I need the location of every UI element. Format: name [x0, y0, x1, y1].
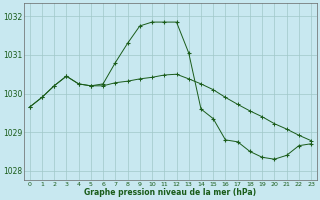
X-axis label: Graphe pression niveau de la mer (hPa): Graphe pression niveau de la mer (hPa) [84, 188, 256, 197]
